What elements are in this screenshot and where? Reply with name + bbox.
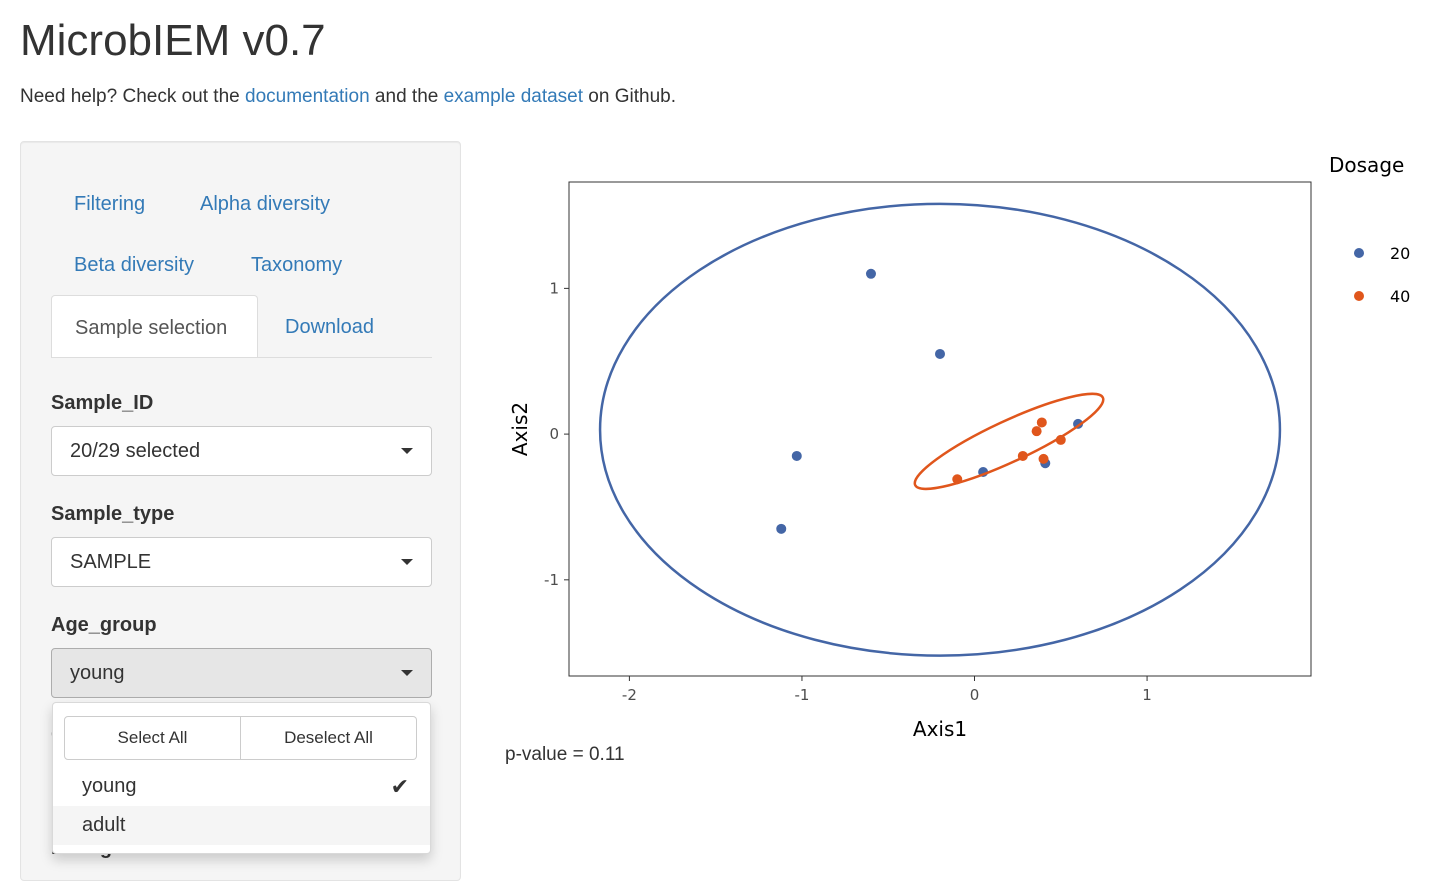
tab-divider	[51, 357, 432, 358]
data-point-40	[1017, 450, 1028, 461]
sample-id-value: 20/29 selected	[70, 440, 201, 462]
sample-id-label: Sample_ID	[51, 392, 154, 414]
bulk-actions: Select All Deselect All	[64, 716, 417, 760]
tab-alpha-diversity[interactable]: Alpha diversity	[200, 193, 331, 215]
age-group-dropdown-menu: Select All Deselect All young ✔ adult	[52, 702, 431, 854]
tab-filtering[interactable]: Filtering	[74, 193, 146, 215]
y-tick-label: 0	[549, 425, 559, 443]
age-group-label: Age_group	[51, 614, 157, 636]
tab-beta-diversity[interactable]: Beta diversity	[74, 254, 195, 276]
sample-type-value: SAMPLE	[70, 551, 152, 573]
data-point-40	[1038, 453, 1049, 464]
y-axis-label: Axis2	[508, 402, 532, 456]
data-point-40	[1031, 426, 1042, 437]
age-group-select[interactable]: young	[51, 648, 432, 698]
sample-id-select[interactable]: 20/29 selected	[51, 426, 432, 476]
confidence-ellipse-40	[913, 392, 1105, 491]
beta-diversity-plot: -2 -1 0 1 -1 0 1 Axis1 Axis2 20 40	[508, 181, 1410, 741]
x-tick-label: 0	[970, 686, 980, 704]
deselect-all-button[interactable]: Deselect All	[241, 716, 417, 760]
p-value-text: p-value = 0.11	[505, 744, 625, 765]
help-suffix: on Github.	[583, 86, 676, 107]
legend-key-40	[1354, 291, 1364, 301]
data-point-40	[952, 474, 963, 485]
sample-type-label: Sample_type	[51, 503, 175, 525]
option-label: adult	[82, 814, 126, 836]
select-all-button[interactable]: Select All	[64, 716, 241, 760]
tab-download[interactable]: Download	[285, 316, 374, 338]
sample-type-select[interactable]: SAMPLE	[51, 537, 432, 587]
data-point-40	[1055, 434, 1066, 445]
data-point-20	[776, 523, 787, 534]
data-point-20	[935, 348, 945, 359]
example-dataset-link[interactable]: example dataset	[443, 86, 584, 107]
x-tick-label: -2	[622, 686, 637, 704]
chevron-down-icon	[401, 670, 413, 676]
x-tick-label: 1	[1142, 686, 1152, 704]
data-point-20	[865, 268, 876, 279]
dropdown-option-young[interactable]: young ✔	[53, 767, 430, 806]
documentation-link[interactable]: documentation	[245, 86, 370, 107]
data-point-40	[1036, 417, 1047, 428]
checkmark-icon: ✔	[390, 774, 409, 799]
data-point-20	[791, 450, 802, 461]
tab-taxonomy[interactable]: Taxonomy	[251, 254, 343, 276]
x-tick-label: -1	[794, 686, 809, 704]
option-label: young	[82, 775, 137, 797]
help-text: Need help? Check out the documentation a…	[20, 85, 676, 109]
x-axis-label: Axis1	[913, 717, 967, 741]
legend-key-20	[1354, 248, 1364, 258]
age-group-value: young	[70, 662, 125, 684]
chevron-down-icon	[401, 448, 413, 454]
sidebar-panel: Filtering Alpha diversity Beta diversity…	[20, 141, 461, 881]
legend-label-40: 40	[1390, 287, 1410, 306]
help-prefix: Need help? Check out the	[20, 86, 245, 107]
chevron-down-icon	[401, 559, 413, 565]
plot-panel	[568, 181, 1312, 677]
dropdown-option-adult[interactable]: adult	[53, 806, 430, 845]
y-tick-label: -1	[544, 571, 559, 589]
legend-label-20: 20	[1390, 244, 1410, 263]
y-tick-label: 1	[549, 279, 559, 297]
tab-sample-selection[interactable]: Sample selection	[51, 295, 258, 358]
confidence-ellipse-20	[598, 202, 1282, 657]
app-title: MicrobIEM v0.7	[20, 16, 326, 65]
help-middle: and the	[369, 86, 444, 107]
legend-title: Dosage	[1329, 153, 1405, 177]
